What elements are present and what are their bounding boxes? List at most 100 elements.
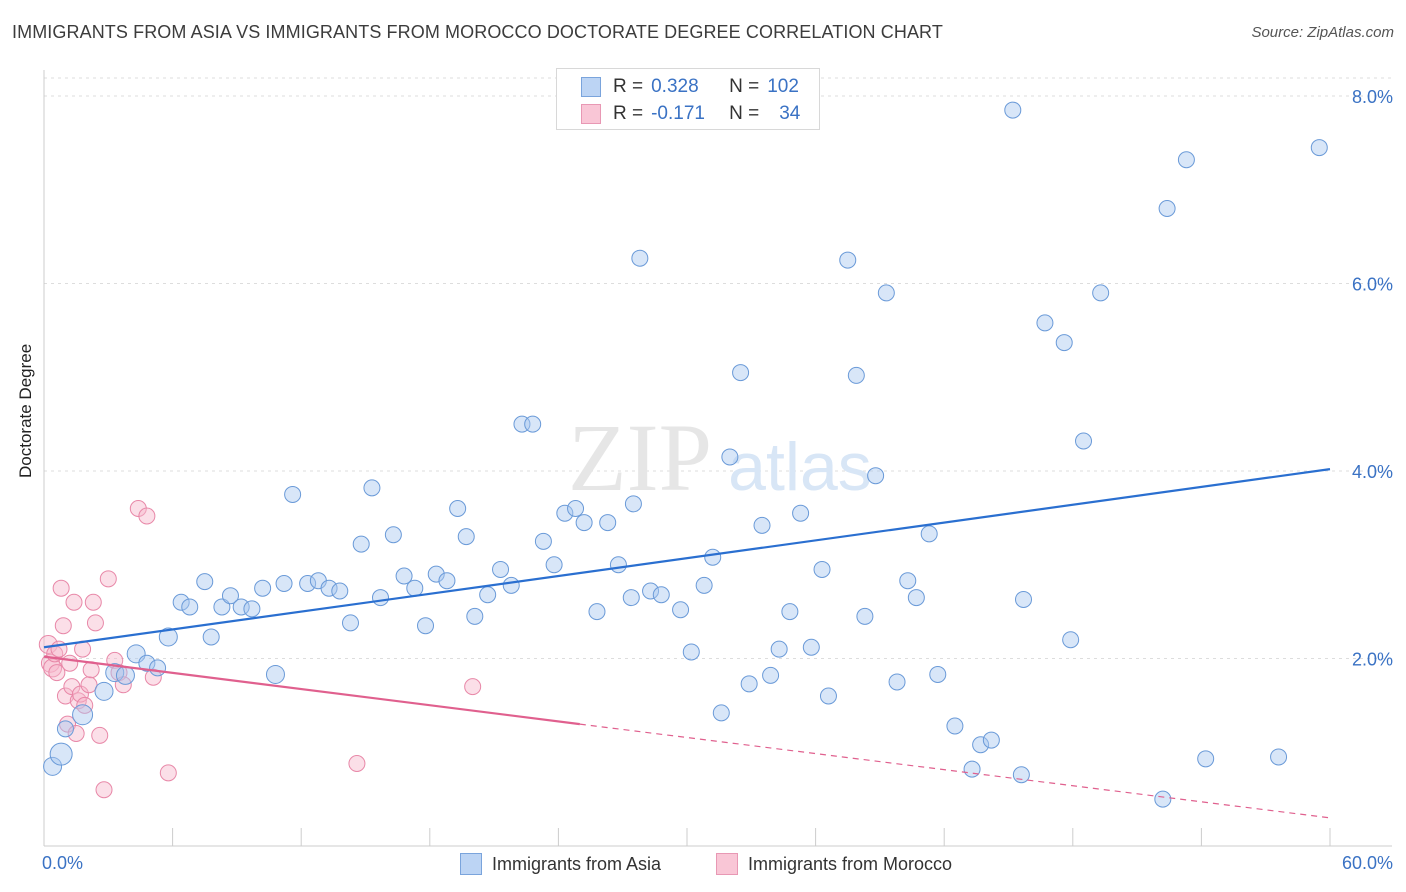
regression-line-asia [43, 468, 1331, 649]
data-point-asia [1177, 151, 1195, 169]
regression-line-morocco-extension [579, 723, 1331, 819]
legend-r-value-asia: 0.328 [651, 76, 699, 97]
data-point-asia [56, 720, 74, 738]
legend-n-label: N = [729, 103, 760, 124]
data-point-morocco [86, 614, 104, 632]
data-point-asia [105, 663, 125, 683]
data-point-asia [138, 654, 156, 672]
data-point-asia [49, 742, 73, 766]
legend-r-label: R = [613, 103, 644, 124]
watermark: ZIP atlas [568, 404, 872, 511]
data-point-asia [624, 495, 642, 513]
y-tick-label: 2.0% [1352, 650, 1393, 670]
data-point-asia [545, 556, 563, 574]
data-point-asia [609, 556, 627, 574]
legend-row-asia: R = 0.328 N = 102 [557, 74, 799, 100]
y-tick-label: 6.0% [1352, 275, 1393, 295]
data-point-asia [920, 525, 938, 543]
data-point-asia [1055, 334, 1073, 352]
data-point-morocco [56, 687, 74, 705]
data-point-asia [695, 576, 713, 594]
data-point-asia [202, 628, 220, 646]
source-credit: Source: ZipAtlas.com [1251, 24, 1394, 41]
data-point-asia [213, 598, 231, 616]
bottom-legend-swatch-morocco [716, 853, 738, 875]
data-point-asia [320, 579, 338, 597]
data-point-asia [888, 673, 906, 691]
data-point-asia [1158, 200, 1176, 217]
data-point-asia [417, 617, 435, 635]
data-point-asia [363, 479, 381, 497]
bottom-legend-swatch-asia [460, 853, 482, 875]
correlation-legend: R = 0.328 N = 102 R = -0.171 N = 34 [556, 68, 820, 130]
data-point-asia [802, 638, 820, 656]
data-point-morocco [52, 579, 70, 597]
data-point-asia [524, 415, 542, 433]
data-point-asia [1154, 790, 1172, 808]
legend-swatch-asia [581, 77, 601, 97]
series-morocco-points [38, 500, 482, 799]
chart-title: IMMIGRANTS FROM ASIA VS IMMIGRANTS FROM … [12, 22, 943, 42]
data-point-asia [299, 575, 317, 592]
data-point-asia [1004, 101, 1022, 119]
data-point-morocco [48, 664, 66, 682]
data-point-asia [1310, 139, 1328, 157]
data-point-asia [94, 681, 114, 701]
data-point-asia [265, 664, 285, 684]
data-point-asia [813, 560, 831, 578]
watermark-zip: ZIP [568, 404, 712, 511]
data-point-asia [732, 364, 750, 382]
data-point-morocco [138, 507, 156, 525]
data-point-asia [43, 756, 63, 776]
data-point-asia [1270, 748, 1288, 766]
regression-line-morocco [43, 655, 580, 726]
data-point-morocco [43, 658, 63, 678]
data-point-asia [712, 704, 730, 722]
data-point-morocco [59, 715, 77, 733]
data-point-asia [427, 565, 445, 583]
series-asia-points [43, 101, 1328, 808]
axes [43, 70, 1392, 847]
data-point-asia [982, 731, 1000, 749]
data-point-asia [232, 598, 250, 616]
data-point-asia [181, 598, 199, 616]
data-point-asia [1036, 314, 1054, 332]
data-point-asia [395, 567, 413, 585]
data-point-asia [254, 579, 272, 597]
legend-n-value-asia: 102 [767, 76, 799, 97]
legend-n-value-morocco: 34 [779, 103, 801, 124]
legend-n-label: N = [729, 76, 760, 97]
data-point-asia [588, 603, 606, 621]
data-point-asia [929, 665, 947, 683]
data-point-asia [704, 548, 722, 566]
data-point-asia [652, 586, 670, 604]
bottom-legend-label-morocco: Immigrants from Morocco [748, 853, 953, 874]
data-point-asia [243, 600, 261, 618]
x-tick-label-max: 60.0% [1342, 853, 1393, 873]
data-point-asia [877, 284, 895, 302]
data-point-morocco [91, 726, 109, 744]
data-point-asia [1075, 432, 1093, 450]
data-point-asia [457, 528, 475, 546]
data-point-asia [1062, 631, 1080, 649]
data-point-asia [1012, 766, 1030, 784]
data-point-asia [721, 448, 739, 466]
data-point-asia [284, 485, 302, 503]
data-point-asia [682, 643, 700, 661]
data-point-morocco [67, 725, 85, 742]
data-point-morocco [99, 570, 117, 588]
data-point-asia [867, 467, 885, 485]
data-point-asia [479, 586, 497, 604]
data-point-asia [438, 572, 456, 590]
data-point-asia [158, 627, 178, 647]
y-tick-label: 8.0% [1352, 87, 1393, 107]
data-point-morocco [159, 764, 177, 782]
data-point-asia [449, 500, 467, 517]
y-tick-label: 4.0% [1352, 462, 1393, 482]
data-point-morocco [71, 685, 89, 703]
data-point-asia [466, 607, 484, 625]
legend-row-morocco: R = -0.171 N = 34 [557, 101, 800, 127]
data-point-asia [762, 666, 780, 684]
data-point-asia [599, 514, 617, 532]
